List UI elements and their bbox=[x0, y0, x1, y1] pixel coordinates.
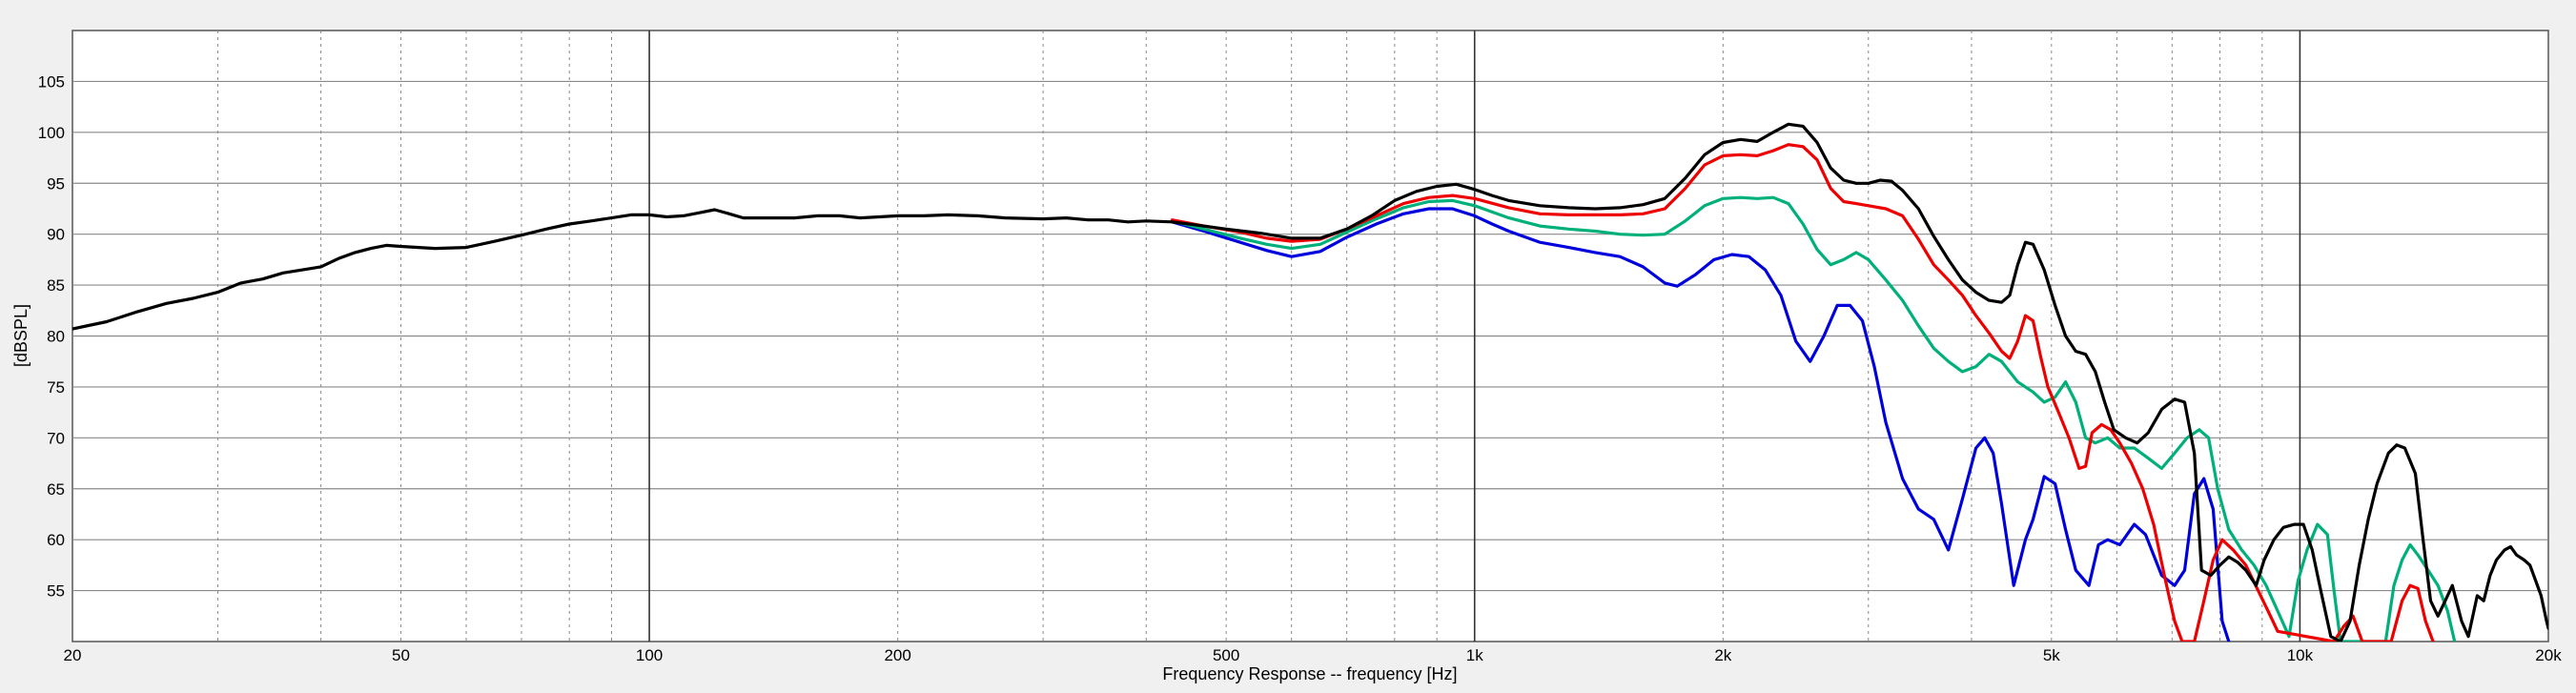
series-line-2 bbox=[1170, 195, 2457, 642]
series-line-4 bbox=[72, 122, 2548, 642]
x-tick-label: 500 bbox=[1213, 646, 1239, 664]
y-tick-label: 105 bbox=[38, 72, 65, 91]
series-group bbox=[72, 122, 2548, 642]
y-tick-label: 70 bbox=[47, 429, 65, 447]
grid-lines bbox=[72, 31, 2548, 642]
y-tick-label: 60 bbox=[47, 531, 65, 549]
y-tick-label: 90 bbox=[47, 226, 65, 244]
y-axis-tick-labels: 55 60 65 70 75 80 85 90 95 100 105 bbox=[38, 72, 65, 600]
series-line-3 bbox=[1170, 143, 2435, 642]
x-tick-label: 200 bbox=[884, 646, 910, 664]
y-tick-label: 65 bbox=[47, 480, 65, 499]
x-axis-title: Frequency Response -- frequency [Hz] bbox=[1162, 664, 1457, 683]
x-axis-tick-labels: 20 50 100 200 500 1k 2k 5k 10k 20k bbox=[64, 646, 2563, 664]
y-tick-label: 75 bbox=[47, 378, 65, 397]
x-tick-label: 100 bbox=[636, 646, 663, 664]
x-tick-label: 1k bbox=[1466, 646, 1483, 664]
x-tick-label: 20k bbox=[2535, 646, 2562, 664]
series-line-1 bbox=[1170, 207, 2231, 642]
y-tick-label: 55 bbox=[47, 582, 65, 601]
x-tick-label: 2k bbox=[1714, 646, 1731, 664]
y-tick-label: 80 bbox=[47, 328, 65, 346]
x-tick-label: 5k bbox=[2043, 646, 2060, 664]
y-tick-label: 85 bbox=[47, 276, 65, 295]
x-tick-label: 20 bbox=[64, 646, 82, 664]
y-tick-label: 95 bbox=[47, 174, 65, 193]
y-tick-label: 100 bbox=[38, 124, 65, 142]
y-axis-title: [dBSPL] bbox=[11, 304, 31, 367]
x-tick-label: 10k bbox=[2287, 646, 2314, 664]
x-tick-label: 50 bbox=[392, 646, 410, 664]
